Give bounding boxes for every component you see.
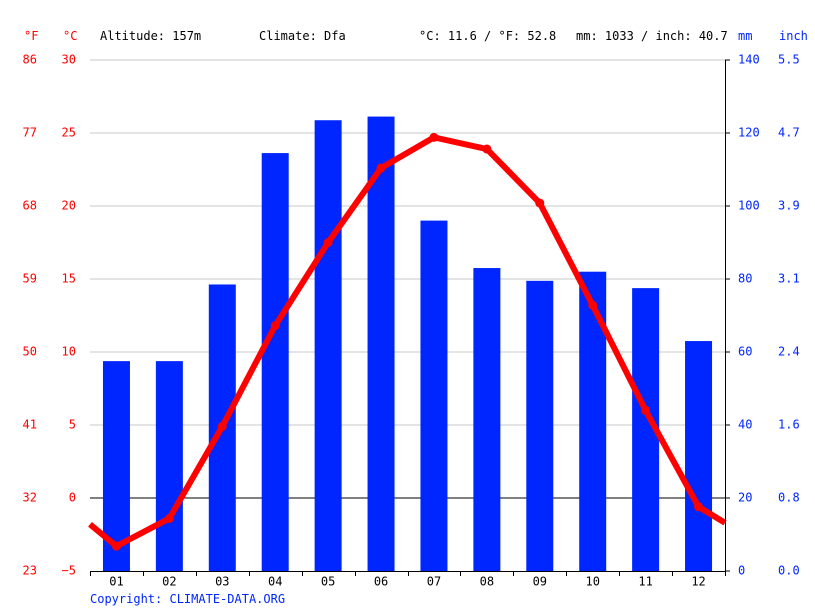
temperature-point bbox=[641, 405, 651, 415]
temperature-point bbox=[535, 198, 545, 208]
mm-tick-label: 40 bbox=[738, 418, 752, 432]
mm-tick-label: 120 bbox=[738, 126, 760, 140]
temperature-point bbox=[217, 421, 227, 431]
temperature-summary: °C: 11.6 / °F: 52.8 bbox=[419, 29, 557, 43]
precipitation-bar bbox=[526, 280, 554, 571]
copyright-link[interactable]: Copyright: CLIMATE-DATA.ORG bbox=[90, 592, 286, 606]
month-tick-label: 09 bbox=[533, 575, 547, 589]
precipitation-bar bbox=[685, 341, 713, 571]
month-tick-label: 06 bbox=[374, 575, 388, 589]
temperature-polyline bbox=[88, 134, 727, 550]
month-tick-label: 02 bbox=[162, 575, 176, 589]
fahrenheit-tick-label: 41 bbox=[23, 418, 37, 432]
precipitation-summary: mm: 1033 / inch: 40.7 bbox=[576, 29, 728, 43]
inch-tick-label: 1.6 bbox=[778, 418, 800, 432]
fahrenheit-tick-label: 68 bbox=[23, 199, 37, 213]
month-tick-label: 08 bbox=[480, 575, 494, 589]
mm-tick-label: 60 bbox=[738, 345, 752, 359]
climate-info: Climate: Dfa bbox=[259, 29, 346, 43]
fahrenheit-tick-label: 23 bbox=[23, 564, 37, 578]
fahrenheit-tick-label: 86 bbox=[23, 53, 37, 67]
month-tick-label: 11 bbox=[638, 575, 652, 589]
celsius-tick-label: 15 bbox=[62, 272, 76, 286]
celsius-tick-label: −5 bbox=[62, 564, 76, 578]
celsius-tick-label: 0 bbox=[69, 491, 76, 505]
mm-tick-label: 0 bbox=[738, 564, 745, 578]
tick-labels: 86 30 140 5.577 25 120 4.768 20 100 3.959 15 80 3.15… bbox=[23, 53, 800, 589]
inch-tick-label: 0.8 bbox=[778, 491, 800, 505]
temperature-point bbox=[694, 502, 704, 512]
precipitation-bar bbox=[473, 268, 501, 571]
month-tick-label: 05 bbox=[321, 575, 335, 589]
month-tick-label: 04 bbox=[268, 575, 282, 589]
inch-tick-label: 4.7 bbox=[778, 126, 800, 140]
month-tick-label: 10 bbox=[585, 575, 599, 589]
fahrenheit-tick-label: 32 bbox=[23, 491, 37, 505]
month-tick-label: 12 bbox=[691, 575, 705, 589]
inch-tick-label: 0.0 bbox=[778, 564, 800, 578]
celsius-tick-label: 5 bbox=[69, 418, 76, 432]
precipitation-bars bbox=[102, 116, 713, 571]
mm-tick-label: 140 bbox=[738, 53, 760, 67]
precipitation-bar bbox=[367, 116, 395, 571]
mm-unit-label: mm bbox=[738, 29, 753, 43]
precipitation-bar bbox=[261, 153, 289, 571]
fahrenheit-tick-label: 50 bbox=[23, 345, 37, 359]
inch-tick-label: 3.9 bbox=[778, 199, 800, 213]
celsius-tick-label: 25 bbox=[62, 126, 76, 140]
temperature-point bbox=[429, 132, 439, 142]
fahrenheit-unit-label: °F bbox=[24, 29, 39, 43]
mm-tick-label: 20 bbox=[738, 491, 752, 505]
fahrenheit-tick-label: 77 bbox=[23, 126, 37, 140]
mm-tick-label: 80 bbox=[738, 272, 752, 286]
altitude-info: Altitude: 157m bbox=[100, 29, 202, 43]
temperature-point bbox=[164, 513, 174, 523]
mm-tick-label: 100 bbox=[738, 199, 760, 213]
celsius-tick-label: 30 bbox=[62, 53, 76, 67]
month-tick-label: 01 bbox=[109, 575, 123, 589]
inch-tick-label: 2.4 bbox=[778, 345, 800, 359]
temperature-point bbox=[588, 300, 598, 310]
precipitation-bar bbox=[420, 220, 448, 571]
temperature-point bbox=[376, 163, 386, 173]
celsius-tick-label: 20 bbox=[62, 199, 76, 213]
inch-unit-label: inch bbox=[779, 29, 808, 43]
inch-tick-label: 5.5 bbox=[778, 53, 800, 67]
celsius-unit-label: °C bbox=[63, 29, 78, 43]
month-tick-label: 07 bbox=[427, 575, 441, 589]
temperature-line bbox=[88, 132, 727, 551]
gridlines bbox=[90, 59, 725, 499]
precipitation-bar bbox=[314, 120, 342, 571]
temperature-point bbox=[270, 321, 280, 331]
axes bbox=[90, 59, 730, 576]
precipitation-bar bbox=[579, 271, 607, 571]
temperature-point bbox=[323, 238, 333, 247]
month-tick-label: 03 bbox=[215, 575, 229, 589]
precipitation-bar bbox=[155, 361, 183, 571]
celsius-tick-label: 10 bbox=[62, 345, 76, 359]
temperature-point bbox=[482, 144, 492, 154]
inch-tick-label: 3.1 bbox=[778, 272, 800, 286]
fahrenheit-tick-label: 59 bbox=[23, 272, 37, 286]
temperature-point bbox=[111, 541, 121, 551]
